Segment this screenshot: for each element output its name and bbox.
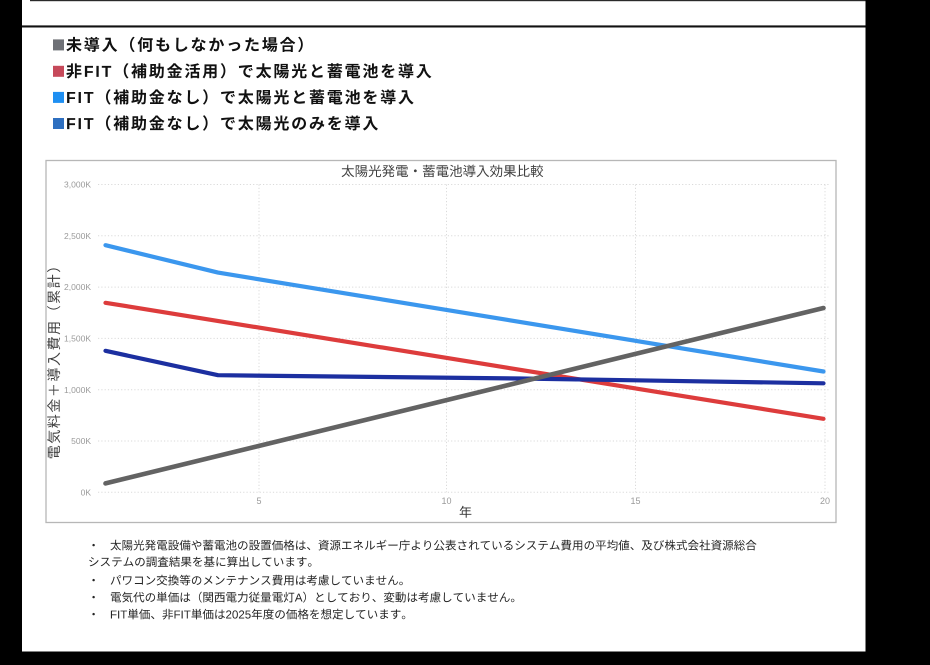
svg-text:500K: 500K [71, 436, 91, 446]
svg-text:5: 5 [256, 496, 261, 506]
svg-text:2,500K: 2,500K [64, 231, 91, 241]
svg-text:10: 10 [441, 496, 451, 506]
svg-text:1,500K: 1,500K [64, 334, 91, 344]
svg-text:2,000K: 2,000K [64, 282, 91, 292]
svg-text:15: 15 [630, 496, 640, 506]
svg-text:3,000K: 3,000K [64, 180, 91, 190]
svg-text:0K: 0K [81, 487, 92, 497]
svg-text:20: 20 [820, 496, 830, 506]
svg-text:1,000K: 1,000K [64, 385, 91, 395]
